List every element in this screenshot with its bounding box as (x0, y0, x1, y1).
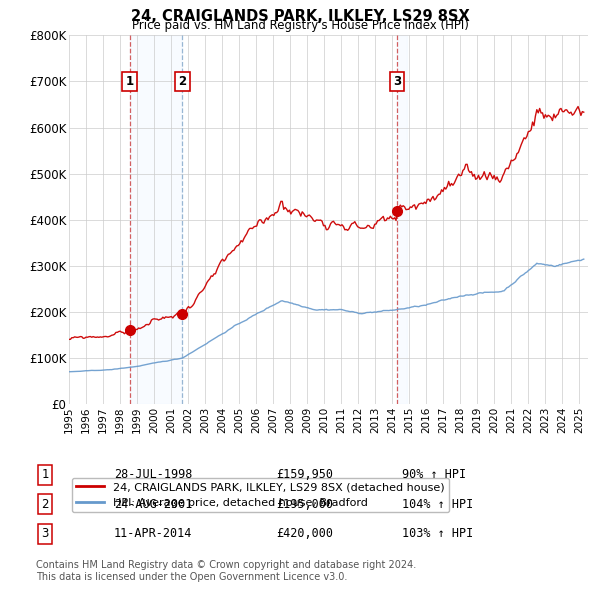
Text: 2: 2 (178, 75, 186, 88)
Text: 24, CRAIGLANDS PARK, ILKLEY, LS29 8SX: 24, CRAIGLANDS PARK, ILKLEY, LS29 8SX (131, 9, 469, 24)
Bar (130, 35, 182, 404)
Text: 103% ↑ HPI: 103% ↑ HPI (402, 527, 473, 540)
Text: Contains HM Land Registry data © Crown copyright and database right 2024.
This d: Contains HM Land Registry data © Crown c… (36, 560, 416, 582)
Text: 2: 2 (41, 498, 49, 511)
Text: 3: 3 (41, 527, 49, 540)
Text: 90% ↑ HPI: 90% ↑ HPI (402, 468, 466, 481)
Text: 24-AUG-2001: 24-AUG-2001 (114, 498, 193, 511)
Text: Price paid vs. HM Land Registry's House Price Index (HPI): Price paid vs. HM Land Registry's House … (131, 19, 469, 32)
Legend: 24, CRAIGLANDS PARK, ILKLEY, LS29 8SX (detached house), HPI: Average price, deta: 24, CRAIGLANDS PARK, ILKLEY, LS29 8SX (d… (72, 478, 449, 512)
Text: 104% ↑ HPI: 104% ↑ HPI (402, 498, 473, 511)
Text: £420,000: £420,000 (276, 527, 333, 540)
Text: 1: 1 (41, 468, 49, 481)
Text: 28-JUL-1998: 28-JUL-1998 (114, 468, 193, 481)
Text: £195,000: £195,000 (276, 498, 333, 511)
Text: 3: 3 (393, 75, 401, 88)
Text: 11-APR-2014: 11-APR-2014 (114, 527, 193, 540)
Text: 1: 1 (125, 75, 134, 88)
Text: £159,950: £159,950 (276, 468, 333, 481)
Bar (397, 35, 407, 404)
